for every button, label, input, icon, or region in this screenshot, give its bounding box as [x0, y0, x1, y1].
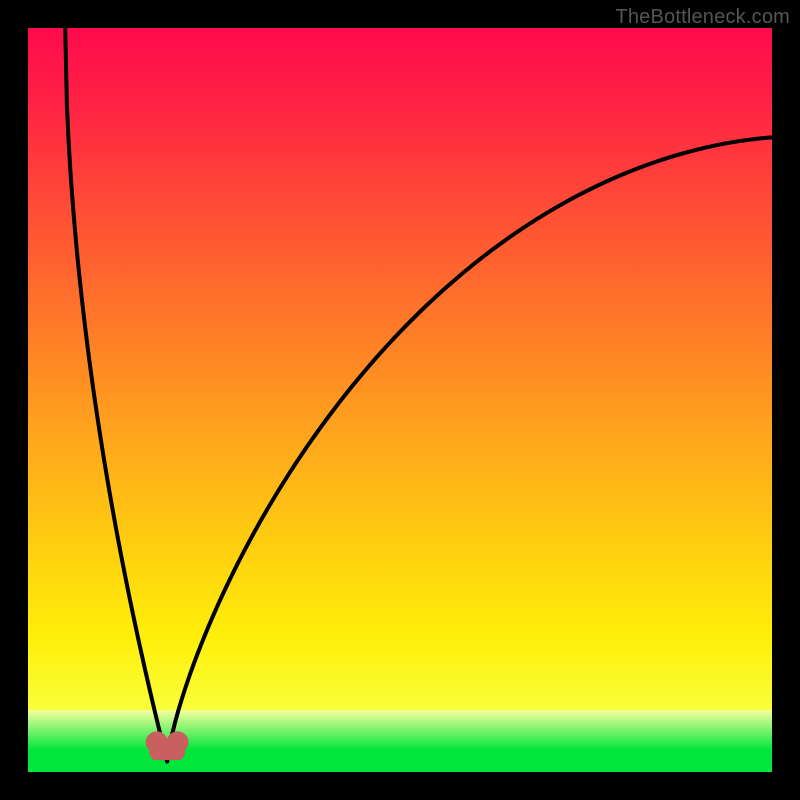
- watermark-text: TheBottleneck.com: [615, 6, 790, 29]
- chart-container: TheBottleneck.com: [0, 0, 800, 800]
- bottleneck-chart: [0, 0, 800, 800]
- green-fade: [28, 710, 772, 750]
- valley-marker-1: [146, 731, 168, 753]
- gradient-background: [28, 28, 772, 772]
- green-strip: [28, 750, 772, 772]
- valley-marker-2: [167, 731, 189, 753]
